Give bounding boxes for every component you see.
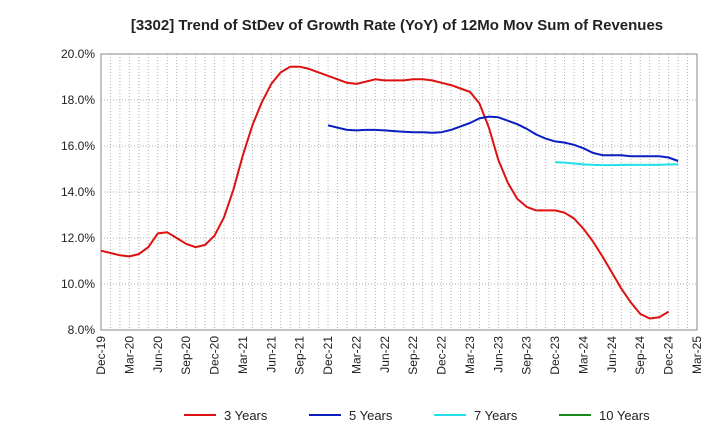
x-tick-label: Sep-20 xyxy=(179,336,193,375)
x-tick-label: Sep-21 xyxy=(293,336,307,375)
series-line-3-years xyxy=(100,65,670,320)
y-tick-label: 16.0% xyxy=(61,139,95,153)
x-tick-label: Mar-25 xyxy=(690,336,704,374)
legend: 3 Years 5 Years 7 Years 10 Years xyxy=(184,408,650,423)
legend-label: 3 Years xyxy=(224,408,268,423)
legend-label: 7 Years xyxy=(474,408,518,423)
y-tick-label: 18.0% xyxy=(61,93,95,107)
legend-label: 10 Years xyxy=(599,408,650,423)
x-tick-label: Mar-24 xyxy=(576,336,590,374)
x-tick-label: Jun-23 xyxy=(491,336,505,373)
x-tick-label: Mar-23 xyxy=(463,336,477,374)
x-tick-label: Dec-22 xyxy=(435,336,449,375)
x-tick-label: Mar-21 xyxy=(236,336,250,374)
grid xyxy=(101,53,697,331)
x-tick-label: Dec-23 xyxy=(548,336,562,375)
x-tick-label: Sep-24 xyxy=(633,336,647,375)
legend-label: 5 Years xyxy=(349,408,393,423)
y-axis: 8.0% 10.0% 12.0% 14.0% 16.0% 18.0% 20.0% xyxy=(61,47,95,337)
x-tick-label: Mar-20 xyxy=(122,336,136,374)
x-tick-label: Jun-21 xyxy=(264,336,278,373)
y-tick-label: 8.0% xyxy=(68,323,96,337)
x-tick-label: Jun-24 xyxy=(605,336,619,373)
y-tick-label: 20.0% xyxy=(61,47,95,61)
plot-area xyxy=(100,53,698,331)
y-tick-label: 12.0% xyxy=(61,231,95,245)
x-tick-label: Dec-19 xyxy=(94,336,108,375)
series-layer xyxy=(100,65,679,320)
x-axis: Dec-19 Mar-20 Jun-20 Sep-20 Dec-20 Mar-21 Jun-… xyxy=(94,336,704,375)
x-tick-label: Mar-22 xyxy=(349,336,363,374)
x-tick-label: Jun-22 xyxy=(378,336,392,373)
x-tick-label: Sep-22 xyxy=(406,336,420,375)
x-tick-label: Sep-23 xyxy=(520,336,534,375)
x-tick-label: Dec-24 xyxy=(662,336,676,375)
chart-title: [3302] Trend of StDev of Growth Rate (Yo… xyxy=(131,17,663,34)
x-tick-label: Jun-20 xyxy=(151,336,165,373)
y-tick-label: 10.0% xyxy=(61,277,95,291)
x-tick-label: Dec-20 xyxy=(208,336,222,375)
x-tick-label: Dec-21 xyxy=(321,336,335,375)
series-line-5-years xyxy=(327,115,679,162)
y-tick-label: 14.0% xyxy=(61,185,95,199)
series-line-7-years xyxy=(555,161,679,167)
